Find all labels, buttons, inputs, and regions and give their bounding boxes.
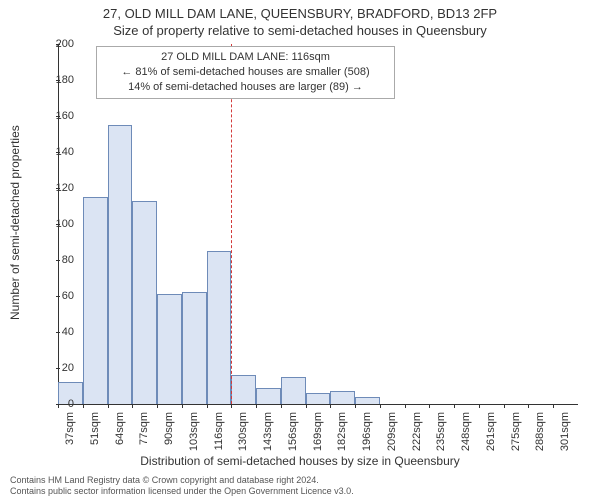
x-tick-mark <box>83 404 84 408</box>
histogram-bar <box>132 201 157 404</box>
x-tick-mark <box>281 404 282 408</box>
footer-attribution: Contains HM Land Registry data © Crown c… <box>10 475 354 498</box>
y-tick-mark <box>56 188 60 189</box>
x-tick-label: 196sqm <box>361 412 373 452</box>
histogram-bar <box>83 197 108 404</box>
x-tick-mark <box>454 404 455 408</box>
histogram-bar <box>108 125 133 404</box>
annotation-line3: 14% of semi-detached houses are larger (… <box>103 80 388 95</box>
x-tick-mark <box>553 404 554 408</box>
y-axis-label: Number of semi-detached properties <box>8 125 22 320</box>
histogram-bar <box>355 397 380 404</box>
x-tick-mark <box>207 404 208 408</box>
x-tick-label: 182sqm <box>336 412 348 452</box>
x-tick-label: 275sqm <box>510 412 522 452</box>
x-tick-label: 156sqm <box>287 412 299 452</box>
histogram-bar <box>207 251 232 404</box>
footer-line2: Contains public sector information licen… <box>10 486 354 497</box>
x-tick-label: 288sqm <box>534 412 546 452</box>
y-tick-mark <box>56 260 60 261</box>
x-tick-mark <box>256 404 257 408</box>
x-tick-label: 130sqm <box>237 412 249 452</box>
chart-title-block: 27, OLD MILL DAM LANE, QUEENSBURY, BRADF… <box>0 0 600 38</box>
x-tick-label: 248sqm <box>460 412 472 452</box>
x-tick-label: 116sqm <box>213 412 225 452</box>
x-tick-label: 261sqm <box>485 412 497 452</box>
x-tick-mark <box>231 404 232 408</box>
histogram-bar <box>256 388 281 404</box>
x-tick-label: 169sqm <box>312 412 324 452</box>
x-tick-label: 301sqm <box>559 412 571 452</box>
x-tick-label: 64sqm <box>114 412 126 452</box>
histogram-bar <box>231 375 256 404</box>
x-tick-label: 37sqm <box>64 412 76 452</box>
histogram-bar <box>157 294 182 404</box>
title-address: 27, OLD MILL DAM LANE, QUEENSBURY, BRADF… <box>0 6 600 21</box>
x-tick-mark <box>380 404 381 408</box>
x-tick-mark <box>330 404 331 408</box>
x-tick-label: 143sqm <box>262 412 274 452</box>
title-subtitle: Size of property relative to semi-detach… <box>0 23 600 38</box>
annotation-box: 27 OLD MILL DAM LANE: 116sqm ← 81% of se… <box>96 46 395 99</box>
x-axis-label: Distribution of semi-detached houses by … <box>0 454 600 468</box>
x-tick-mark <box>306 404 307 408</box>
x-tick-label: 90sqm <box>163 412 175 452</box>
x-tick-label: 235sqm <box>435 412 447 452</box>
histogram-bar <box>281 377 306 404</box>
y-tick-mark <box>56 152 60 153</box>
x-tick-label: 222sqm <box>411 412 423 452</box>
x-tick-label: 51sqm <box>89 412 101 452</box>
histogram-bar <box>306 393 331 404</box>
y-tick-mark <box>56 80 60 81</box>
x-axis-line <box>58 404 578 405</box>
x-tick-mark <box>405 404 406 408</box>
x-tick-mark <box>108 404 109 408</box>
y-tick-mark <box>56 224 60 225</box>
x-tick-label: 103sqm <box>188 412 200 452</box>
x-tick-mark <box>479 404 480 408</box>
x-tick-mark <box>132 404 133 408</box>
x-tick-mark <box>429 404 430 408</box>
x-tick-mark <box>528 404 529 408</box>
x-tick-label: 209sqm <box>386 412 398 452</box>
y-tick-mark <box>56 368 60 369</box>
footer-line1: Contains HM Land Registry data © Crown c… <box>10 475 354 486</box>
x-tick-mark <box>157 404 158 408</box>
y-tick-mark <box>56 296 60 297</box>
y-tick-mark <box>56 116 60 117</box>
x-tick-mark <box>504 404 505 408</box>
x-tick-label: 77sqm <box>138 412 150 452</box>
histogram-bar <box>330 391 355 404</box>
y-tick-mark <box>56 44 60 45</box>
x-tick-mark <box>182 404 183 408</box>
annotation-line1: 27 OLD MILL DAM LANE: 116sqm <box>103 50 388 65</box>
y-tick-mark <box>56 332 60 333</box>
histogram-bar <box>182 292 207 404</box>
x-tick-mark <box>355 404 356 408</box>
x-tick-mark <box>58 404 59 408</box>
annotation-line2: ← 81% of semi-detached houses are smalle… <box>103 65 388 80</box>
